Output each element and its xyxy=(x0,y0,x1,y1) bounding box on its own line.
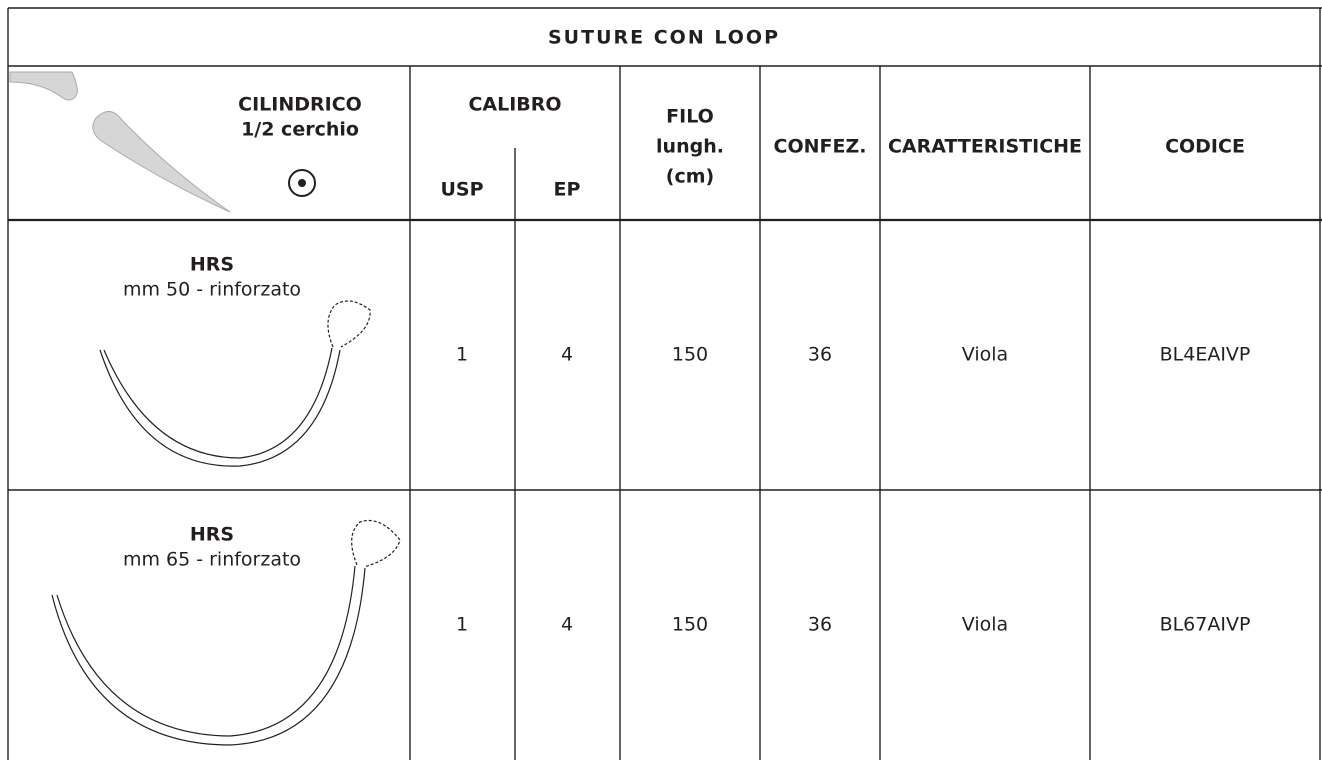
needle-size: mm 50 - rinforzato xyxy=(123,279,301,301)
header-cell: EP xyxy=(554,179,581,201)
cell: 4 xyxy=(561,614,573,636)
cell: 4 xyxy=(561,344,573,366)
cell: Viola xyxy=(962,344,1008,366)
cell: 1 xyxy=(456,344,468,366)
header-cell: USP xyxy=(440,179,483,201)
header-cell: CODICE xyxy=(1165,136,1245,158)
header-cell: CILINDRICO xyxy=(238,94,362,116)
cell: Viola xyxy=(962,614,1008,636)
table-title: SUTURE CON LOOP xyxy=(548,27,780,49)
header-cell: CONFEZ. xyxy=(774,136,867,158)
cell: 36 xyxy=(808,614,832,636)
header-cell: CALIBRO xyxy=(468,94,561,116)
cell: BL4EAIVP xyxy=(1160,344,1251,366)
header-cell: (cm) xyxy=(666,166,714,188)
needle-size: mm 65 - rinforzato xyxy=(123,549,301,571)
cell: 150 xyxy=(672,614,708,636)
needle-drawing xyxy=(51,300,401,746)
header-cell: CARATTERISTICHE xyxy=(888,136,1082,158)
cell: 36 xyxy=(808,344,832,366)
needle-icon xyxy=(9,71,316,213)
header-cell: FILO xyxy=(666,106,714,128)
cell: BL67AIVP xyxy=(1160,614,1251,636)
header-cell: 1/2 cerchio xyxy=(241,119,359,141)
needle-name: HRS xyxy=(190,524,234,546)
grid xyxy=(7,7,1322,760)
cell: 150 xyxy=(672,344,708,366)
header-cell: lungh. xyxy=(656,136,724,158)
needle-name: HRS xyxy=(190,254,234,276)
cell: 1 xyxy=(456,614,468,636)
